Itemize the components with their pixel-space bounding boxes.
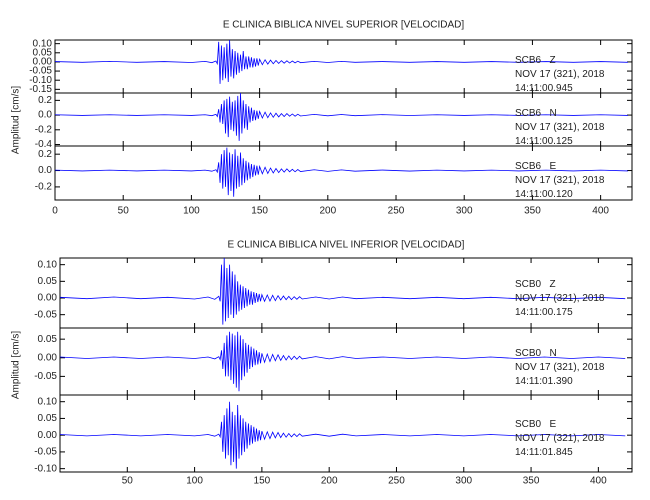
y-tick-label: 0.05 xyxy=(38,276,58,287)
y-tick-label: 0.00 xyxy=(38,430,58,441)
y-tick-label: 0.05 xyxy=(33,47,53,58)
y-tick-label: -0.05 xyxy=(34,371,57,382)
y-tick-label: 0.05 xyxy=(38,413,58,424)
x-tick-label: 350 xyxy=(523,476,540,487)
y-tick-label: -0.10 xyxy=(34,463,57,474)
waveform xyxy=(54,147,628,197)
x-tick-label: 100 xyxy=(183,206,200,217)
y-tick-label: -0.10 xyxy=(29,75,52,86)
y-tick-label: -0.05 xyxy=(34,309,57,320)
x-tick-label: 400 xyxy=(590,476,607,487)
y-tick-label: -0.05 xyxy=(34,447,57,458)
x-tick-label: 50 xyxy=(118,206,130,217)
chart-title: E CLINICA BIBLICA NIVEL INFERIOR [VELOCI… xyxy=(228,240,465,251)
y-axis-label: Amplitud [cm/s] xyxy=(11,86,22,155)
y-tick-label: -0.15 xyxy=(29,84,52,95)
trace-annotation: 14:11:01.390 xyxy=(515,376,573,387)
trace-annotation: NOV 17 (321), 2018 xyxy=(515,362,605,373)
trace-name: SCB0 E xyxy=(515,419,556,430)
y-tick-label: 0.10 xyxy=(38,259,58,270)
y-tick-label: 0.0 xyxy=(38,110,52,121)
trace-annotation: NOV 17 (321), 2018 xyxy=(515,69,605,80)
x-tick-label: 250 xyxy=(388,476,405,487)
y-tick-label: 0.00 xyxy=(38,293,58,304)
x-tick-label: 400 xyxy=(592,206,609,217)
x-tick-label: 100 xyxy=(186,476,203,487)
trace-name: SCB0 N xyxy=(515,348,557,359)
y-tick-label: 0.0 xyxy=(38,165,52,176)
x-tick-label: 0 xyxy=(52,206,58,217)
trace-name: SCB6 Z xyxy=(515,55,556,66)
trace-annotation: NOV 17 (321), 2018 xyxy=(515,122,605,133)
y-tick-label: -0.4 xyxy=(35,139,53,150)
y-tick-label: 0.2 xyxy=(38,149,52,160)
y-axis-label: Amplitud [cm/s] xyxy=(11,331,22,400)
x-tick-label: 300 xyxy=(456,206,473,217)
y-tick-label: 0.2 xyxy=(38,95,52,106)
x-tick-label: 200 xyxy=(321,476,338,487)
x-tick-label: 150 xyxy=(251,206,268,217)
trace-annotation: NOV 17 (321), 2018 xyxy=(515,175,605,186)
x-tick-label: 300 xyxy=(455,476,472,487)
waveform xyxy=(59,401,626,469)
waveform xyxy=(54,39,628,84)
chart-title: E CLINICA BIBLICA NIVEL SUPERIOR [VELOCI… xyxy=(223,20,465,31)
y-tick-label: -0.2 xyxy=(35,124,53,135)
trace-annotation: 14:11:00.175 xyxy=(515,307,573,318)
waveform xyxy=(59,257,626,325)
y-tick-label: 0.05 xyxy=(38,334,58,345)
trace-annotation: NOV 17 (321), 2018 xyxy=(515,293,605,304)
x-tick-label: 200 xyxy=(319,206,336,217)
waveform xyxy=(54,92,628,141)
y-tick-label: -0.05 xyxy=(29,66,52,77)
y-tick-label: 0.10 xyxy=(33,38,53,49)
y-tick-label: 0.10 xyxy=(38,396,58,407)
trace-name: SCB6 E xyxy=(515,161,556,172)
y-tick-label: -0.2 xyxy=(35,182,53,193)
trace-annotation: NOV 17 (321), 2018 xyxy=(515,433,605,444)
panel-frame xyxy=(54,145,633,201)
panel-frame xyxy=(59,394,633,473)
y-tick-label: 0.00 xyxy=(33,57,53,68)
trace-annotation: 14:11:00.125 xyxy=(515,136,573,147)
waveform xyxy=(59,331,626,392)
trace-name: SCB6 N xyxy=(515,108,557,119)
trace-annotation: 14:11:00.945 xyxy=(515,83,573,94)
y-tick-label: 0.00 xyxy=(38,352,58,363)
x-tick-label: 150 xyxy=(254,476,271,487)
x-tick-label: 50 xyxy=(122,476,134,487)
trace-annotation: 14:11:00.120 xyxy=(515,189,573,200)
trace-name: SCB0 Z xyxy=(515,279,556,290)
trace-annotation: 14:11:01.845 xyxy=(515,447,573,458)
x-tick-label: 250 xyxy=(388,206,405,217)
x-tick-label: 350 xyxy=(524,206,541,217)
